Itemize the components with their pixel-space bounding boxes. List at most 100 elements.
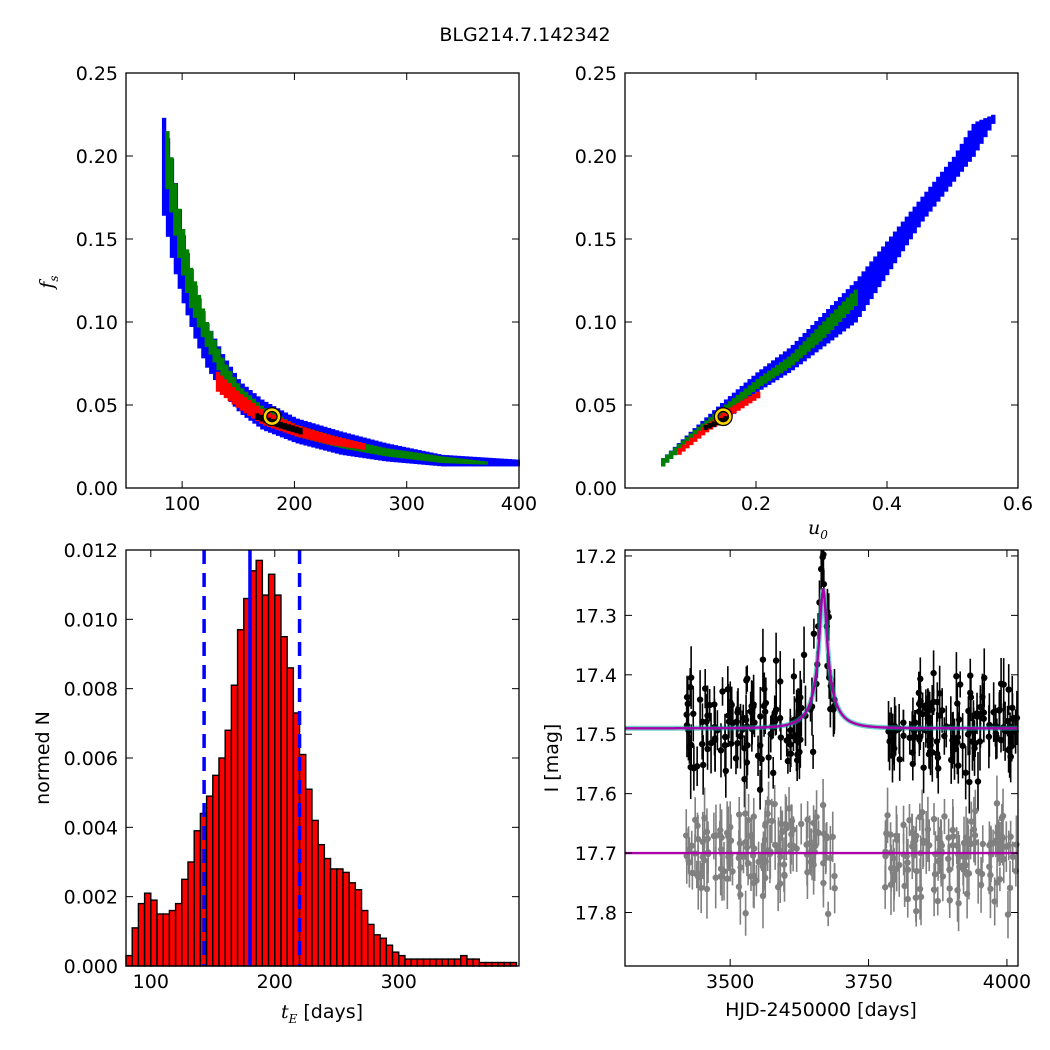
residual-point	[804, 816, 811, 823]
residual-point	[808, 856, 816, 864]
heatmap-cell-middle	[778, 362, 784, 374]
data-point	[796, 748, 803, 756]
data-point	[924, 707, 932, 715]
heatmap-cell-inner	[329, 435, 335, 446]
heatmap-cell-middle	[680, 440, 686, 448]
residual-point	[755, 858, 762, 866]
data-point	[759, 656, 767, 663]
figure-title: BLG214.7.142342	[439, 24, 610, 46]
heatmap-cell-inner	[736, 402, 741, 411]
histogram-bar	[354, 889, 363, 967]
data-point	[985, 733, 993, 740]
y-tick-label: 0.15	[76, 229, 118, 251]
heatmap-cell-middle	[688, 433, 693, 441]
heatmap-cell-inner	[325, 434, 331, 445]
data-point	[912, 719, 919, 726]
residual-point	[783, 825, 790, 832]
x-tick-label: 400	[501, 493, 537, 515]
heatmap-cell-outer	[877, 251, 882, 288]
heatmap-cell-middle	[830, 313, 835, 330]
data-point	[687, 763, 694, 771]
data-point	[948, 756, 955, 764]
heatmap-cell-middle	[204, 322, 209, 347]
heatmap-cell-inner	[231, 386, 236, 405]
histogram-bar	[360, 909, 369, 967]
heatmap-cell-middle	[428, 454, 433, 462]
histogram-bar	[224, 729, 233, 967]
histogram-bar	[125, 954, 133, 967]
heatmap-cell-middle	[436, 455, 441, 463]
residual-point	[893, 832, 900, 839]
data-point	[711, 701, 718, 708]
heatmap-cell-inner	[219, 375, 225, 395]
heatmap-cell-middle	[841, 301, 847, 319]
data-point	[742, 716, 750, 724]
residual-point	[789, 842, 797, 849]
heatmap-cell-middle	[735, 394, 741, 405]
data-point	[687, 674, 695, 681]
heatmap-cell-inner	[251, 402, 256, 419]
heatmap-cell-middle	[798, 345, 803, 359]
heatmap-cell-inner	[243, 397, 248, 414]
x-tick-label: 300	[389, 493, 425, 515]
p3-xlabel: tE [days]	[281, 1001, 363, 1026]
y-tick-label: 0.25	[76, 63, 118, 85]
heatmap-cell-middle	[224, 364, 229, 384]
heatmap-cell-outer	[885, 241, 890, 276]
data-point	[719, 688, 726, 695]
heatmap-cell-inner	[321, 433, 327, 444]
heatmap-cell-middle	[440, 456, 445, 464]
p4-axes: 3500 3750 4000 17.2 17.3 17.4 17.5 17.6 17.7 17.8	[575, 546, 1031, 993]
data-point	[707, 739, 715, 747]
p3-ylabel: normed N	[32, 711, 54, 805]
y-tick-label: 0.004	[64, 817, 118, 839]
residual-point	[941, 813, 948, 820]
data-point	[690, 710, 697, 717]
histogram-bar	[404, 958, 412, 967]
residual-point	[882, 852, 889, 860]
y-tick-label: 17.8	[575, 903, 617, 925]
heatmap-cell-middle	[397, 450, 402, 458]
heatmap-cell-inner	[740, 400, 745, 409]
y-tick-label: 0.05	[76, 395, 118, 417]
heatmap-cell-middle	[432, 455, 437, 463]
heatmap-cell-inner	[227, 383, 232, 402]
p4-frame	[624, 549, 1019, 967]
heatmap-cell-core	[255, 413, 260, 420]
heatmap-cell-middle	[818, 325, 823, 342]
panel-fs-vs-u0: 0.2 0.4 0.6 0.00 0.05 0.10 0.15 0.20 0.25 u0	[575, 63, 1033, 542]
heatmap-cell-inner	[756, 391, 761, 399]
data-point	[687, 683, 694, 691]
heatmap-cell-core	[259, 414, 264, 422]
residual-point	[946, 885, 953, 892]
data-point	[965, 707, 972, 715]
y-tick-label: 0.008	[64, 679, 118, 701]
residual-point	[696, 870, 704, 878]
heatmap-cell-middle	[389, 448, 394, 458]
heatmap-cell-outer	[947, 161, 953, 187]
heatmap-cell-core	[286, 424, 291, 431]
data-point	[926, 748, 934, 755]
heatmap-cell-inner	[247, 400, 252, 416]
x-tick-label: 0.4	[872, 493, 902, 515]
heatmap-cell-inner	[732, 405, 737, 414]
data-point	[725, 712, 732, 719]
heatmap-cell-inner	[318, 431, 323, 443]
heatmap-cell-inner	[748, 396, 753, 404]
heatmap-cell-middle	[381, 447, 386, 456]
x-tick-label: 0.2	[741, 493, 771, 515]
data-point	[757, 713, 764, 720]
heatmap-cell-middle	[208, 330, 213, 355]
y-tick-label: 17.2	[575, 546, 617, 568]
x-tick-label: 200	[257, 971, 293, 993]
residual-point	[824, 910, 832, 918]
data-point	[827, 705, 834, 713]
heatmap-cell-outer	[896, 226, 902, 258]
histogram-bar	[286, 667, 295, 967]
p2-heatmap	[661, 114, 996, 467]
heatmap-cell-middle	[755, 378, 760, 389]
residual-point	[724, 875, 731, 882]
heatmap-cell-middle	[692, 429, 697, 437]
data-point	[967, 689, 974, 697]
residual-point	[920, 839, 927, 846]
